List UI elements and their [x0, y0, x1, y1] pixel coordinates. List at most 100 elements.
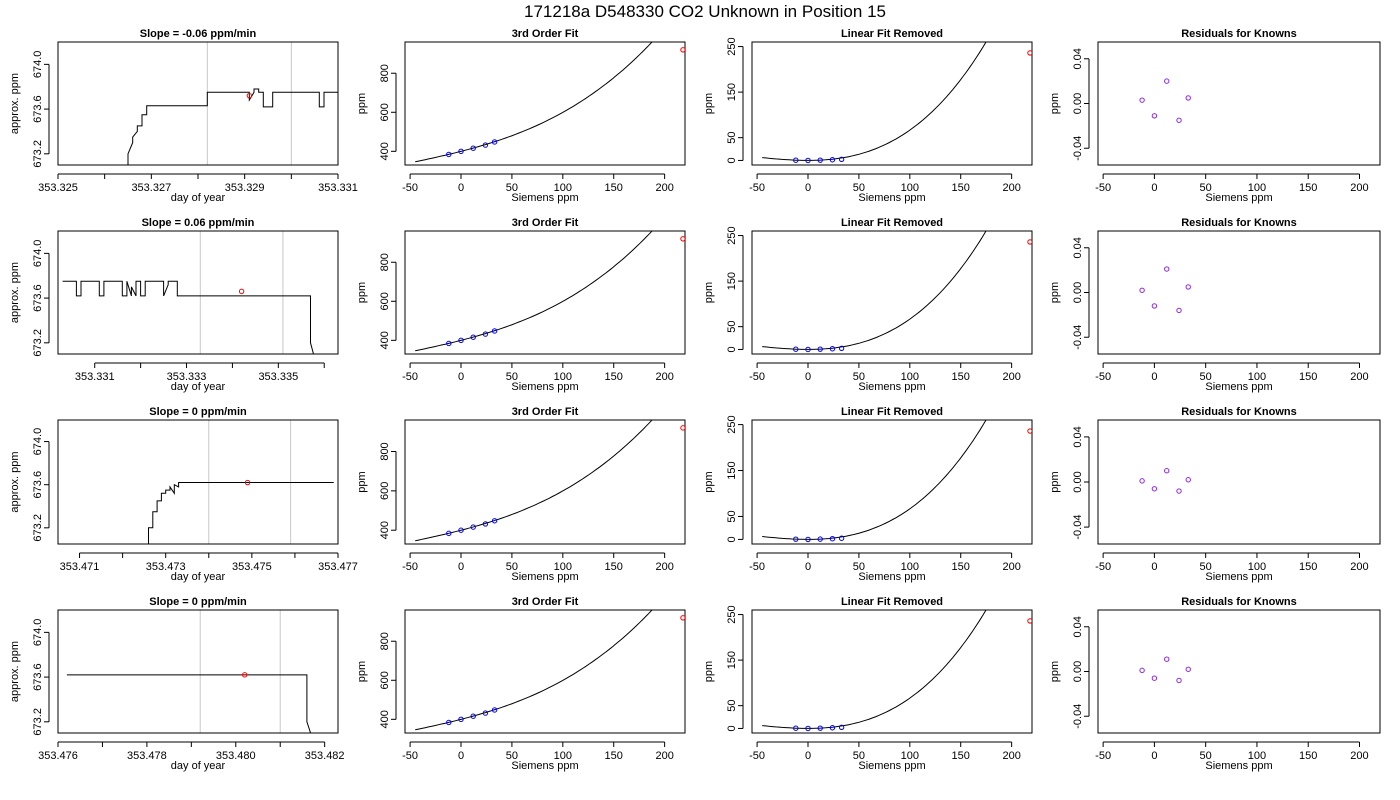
y-tick-label: 0.00: [1072, 282, 1084, 303]
known-point: [470, 524, 476, 530]
x-tick-label: 50: [506, 561, 518, 573]
x-tick-label: 100: [554, 750, 572, 762]
panel-title: Residuals for Knowns: [1181, 596, 1297, 608]
plot-frame: [751, 609, 1033, 734]
panel-title: 3rd Order Fit: [512, 217, 579, 229]
x-tick-label: 100: [901, 182, 919, 194]
plot-frame: [1097, 609, 1381, 734]
residual-point: [1164, 468, 1170, 474]
x-tick-label: 0: [805, 561, 811, 573]
y-axis-label: approx. ppm: [9, 451, 21, 512]
residual-point: [1139, 478, 1145, 484]
x-tick-label: 353.331: [75, 371, 115, 383]
x-tick-label: 200: [1002, 561, 1020, 573]
x-tick-label: 0: [1151, 182, 1157, 194]
x-tick-label: 0: [458, 182, 464, 194]
unknown-point: [246, 92, 253, 99]
x-axis-label: Siemens ppm: [1205, 192, 1272, 204]
plot-frame: [751, 419, 1033, 545]
x-tick-label: 200: [1350, 750, 1368, 762]
x-tick-label: 100: [901, 561, 919, 573]
panel-1-1: Slope = -0.06 ppm/min 353.325 353.327 353.3…: [9, 28, 358, 204]
plot-frame: [57, 41, 339, 166]
y-tick-label: 250: [726, 37, 738, 55]
x-axis-label: Siemens ppm: [511, 381, 578, 393]
plot-frame: [404, 41, 686, 166]
x-tick-label: -50: [749, 371, 765, 383]
x-tick-label: 0: [805, 182, 811, 194]
x-tick-label: 100: [1248, 371, 1266, 383]
x-tick-label: 200: [655, 750, 673, 762]
panel-title: Slope = -0.06 ppm/min: [140, 28, 257, 40]
x-axis-label: Siemens ppm: [1205, 381, 1272, 393]
x-tick-label: -50: [402, 182, 418, 194]
x-axis-label: Siemens ppm: [511, 760, 578, 772]
y-tick-label: 674.0: [32, 619, 44, 647]
unknown-point: [244, 479, 251, 486]
x-tick-label: 200: [1002, 182, 1020, 194]
unknown-point: [680, 236, 685, 242]
x-tick-label: 50: [853, 561, 865, 573]
x-tick-label: 100: [1248, 750, 1266, 762]
known-point: [470, 713, 476, 719]
fit-curve: [415, 420, 653, 542]
panel-1-3: Linear Fit Removed -50 0 50 100 150 200 Siemens…: [703, 28, 1033, 204]
panel-title: Slope = 0 ppm/min: [149, 406, 247, 418]
x-tick-label: 200: [1002, 750, 1020, 762]
y-axis-label: ppm: [1049, 282, 1061, 303]
y-tick-label: 0.00: [1072, 93, 1084, 114]
x-axis-label: Siemens ppm: [858, 192, 925, 204]
x-tick-label: -50: [402, 750, 418, 762]
y-tick-label: 50: [726, 700, 738, 712]
residual-point: [1151, 113, 1158, 119]
panel-title: Residuals for Knowns: [1181, 28, 1297, 40]
plot-frame: [1097, 230, 1381, 355]
x-tick-label: 0: [805, 371, 811, 383]
panel-title: Linear Fit Removed: [841, 28, 943, 40]
y-tick-label: 0.04: [1072, 616, 1084, 637]
x-tick-label: -50: [1095, 750, 1111, 762]
known-point: [793, 725, 799, 731]
y-tick-label: -0.04: [1072, 515, 1084, 540]
x-tick-label: 150: [605, 750, 623, 762]
y-tick-label: 800: [379, 253, 391, 271]
plot-area: [762, 610, 1032, 732]
y-tick-label: 674.0: [32, 51, 44, 79]
known-point: [482, 331, 489, 337]
known-point: [482, 142, 489, 148]
plot-area: [415, 231, 685, 352]
known-point: [838, 156, 845, 163]
unknown-point: [1027, 50, 1032, 56]
x-tick-label: 353.476: [38, 750, 78, 762]
panel-4-2: 3rd Order Fit -50 0 50 100 150 200 Siemens ppm 4…: [356, 596, 686, 772]
concentration-trace: [148, 482, 334, 544]
known-point: [805, 725, 811, 732]
plot-frame: [57, 419, 339, 545]
plot-frame: [751, 230, 1033, 355]
known-point: [793, 157, 799, 163]
fit-curve: [762, 231, 987, 350]
y-tick-label: 150: [726, 461, 738, 479]
plot-area: [1139, 468, 1191, 494]
panel-title: Linear Fit Removed: [841, 406, 943, 418]
panel-title: Linear Fit Removed: [841, 596, 943, 608]
x-tick-label: 150: [1299, 182, 1317, 194]
known-point: [458, 527, 464, 533]
plot-frame: [404, 609, 686, 734]
panels: Slope = -0.06 ppm/min 353.325 353.327 353.3…: [9, 28, 1381, 772]
known-point: [470, 145, 476, 151]
concentration-trace: [66, 674, 312, 733]
y-tick-label: 600: [379, 482, 391, 500]
x-tick-label: 353.475: [232, 561, 272, 573]
unknown-point: [680, 615, 685, 621]
y-tick-label: -0.04: [1072, 325, 1084, 350]
y-tick-label: 50: [726, 510, 738, 522]
x-axis-label: Siemens ppm: [1205, 760, 1272, 772]
panel-3-2: 3rd Order Fit -50 0 50 100 150 200 Siemens ppm 4…: [356, 406, 686, 583]
panel-2-1: Slope = 0.06 ppm/min 353.331 353.333 353.33…: [9, 217, 339, 393]
x-tick-label: 0: [1151, 750, 1157, 762]
y-tick-label: 150: [726, 83, 738, 101]
plot-frame: [57, 230, 339, 355]
x-tick-label: 200: [1350, 371, 1368, 383]
